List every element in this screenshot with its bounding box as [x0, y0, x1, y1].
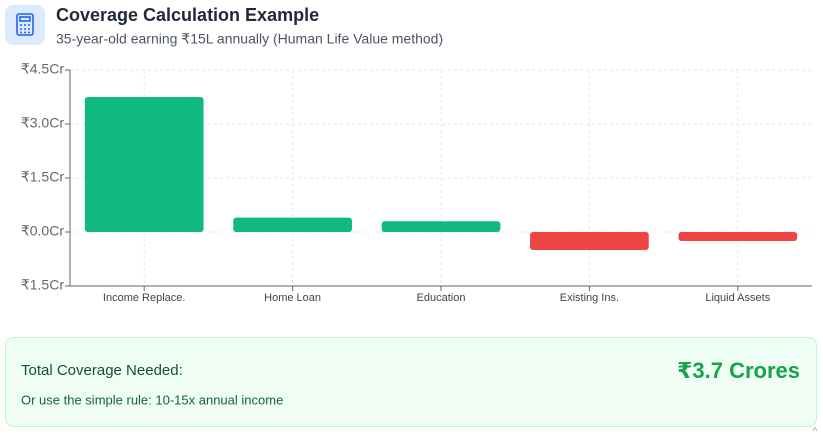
y-tick-label: ₹1.5Cr: [21, 277, 64, 293]
x-tick-label: Existing Ins.: [560, 292, 619, 304]
x-tick-label: Income Replace.: [103, 292, 186, 304]
bar: [530, 232, 649, 250]
summary-label: Total Coverage Needed:: [21, 362, 183, 379]
scroll-hint[interactable]: ^: [813, 427, 818, 438]
subtitle: 35-year-old earning ₹15L annually (Human…: [56, 31, 443, 47]
calculator-icon: [16, 13, 34, 36]
bar: [233, 217, 352, 232]
y-tick-label: ₹0.0Cr: [21, 223, 64, 239]
plot: ₹1.5Cr ₹0.0Cr ₹1.5Cr ₹3.0Cr ₹4.5Cr Income Rep…: [21, 61, 812, 304]
y-tick-label: ₹4.5Cr: [21, 61, 64, 77]
bar: [678, 232, 798, 241]
summary-box: [5, 337, 817, 427]
y-tick-label: ₹3.0Cr: [21, 115, 64, 131]
x-tick-label: Education: [417, 292, 466, 304]
summary-note: Or use the simple rule: 10-15x annual in…: [21, 392, 283, 407]
title: Coverage Calculation Example: [56, 5, 319, 25]
x-tick-label: Home Loan: [264, 292, 321, 304]
bar: [84, 97, 204, 232]
y-tick-label: ₹1.5Cr: [21, 169, 64, 185]
bar: [381, 221, 501, 232]
summary-value: ₹3.7 Crores: [677, 358, 800, 383]
x-tick-label: Liquid Assets: [705, 292, 770, 304]
